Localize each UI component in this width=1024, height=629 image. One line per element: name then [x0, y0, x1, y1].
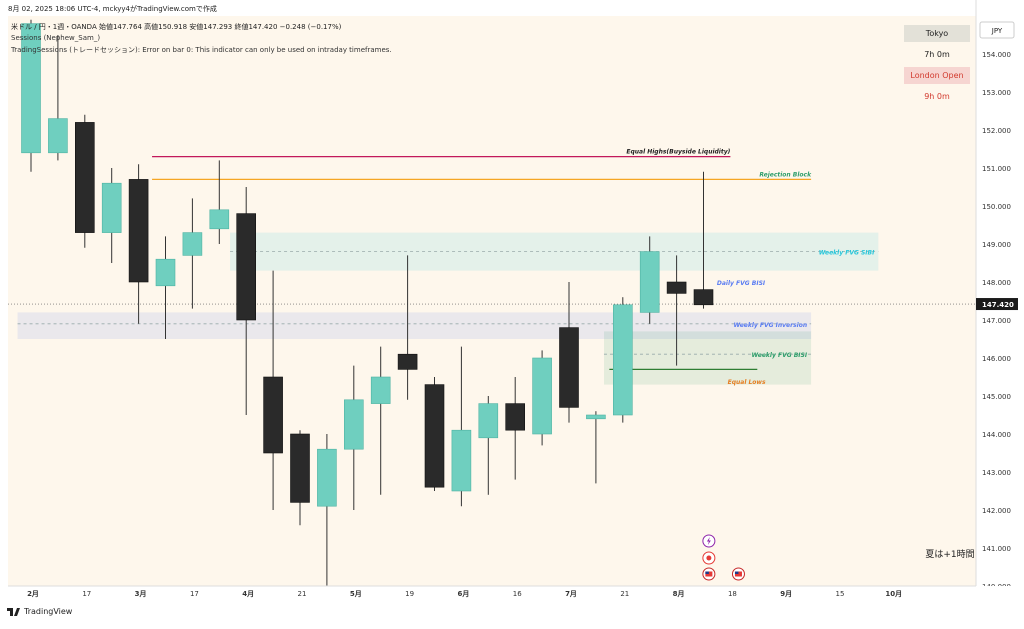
- x-tick-label: 4月: [242, 590, 254, 598]
- y-tick-label: 151.000: [982, 165, 1011, 173]
- candle-body[interactable]: [48, 118, 68, 154]
- lightning-bolt-icon: [706, 537, 711, 545]
- y-tick-label: 147.000: [982, 317, 1011, 325]
- x-tick-label: 17: [82, 590, 91, 598]
- symbol-ohlc-line[interactable]: 米ドル / 円・1週・OANDA 始値147.764 高値150.918 安値1…: [11, 23, 342, 31]
- annotation-label: Daily FVG BISI: [717, 280, 766, 287]
- candle-body[interactable]: [559, 327, 579, 408]
- price-axis-bg: [976, 0, 1024, 586]
- fvg-zone: [17, 312, 812, 339]
- current-price-badge: [976, 298, 1018, 311]
- economic-event-dot-icon: [706, 555, 712, 561]
- candle-body[interactable]: [586, 414, 606, 420]
- candle-body[interactable]: [397, 353, 418, 370]
- level-label: Rejection Block: [759, 171, 812, 178]
- candle-body[interactable]: [290, 433, 310, 503]
- x-tick-label: 17: [190, 590, 199, 598]
- x-tick-label: 21: [620, 590, 629, 598]
- x-tick-label: 15: [836, 590, 845, 598]
- candle-body[interactable]: [505, 403, 526, 431]
- x-tick-label: 10月: [885, 590, 902, 598]
- candle-body[interactable]: [182, 232, 203, 256]
- y-tick-label: 148.000: [982, 279, 1011, 287]
- y-tick-label: 141.000: [982, 545, 1011, 553]
- candle-body[interactable]: [666, 281, 687, 294]
- candle-body[interactable]: [263, 376, 283, 454]
- y-tick-label: 145.000: [982, 393, 1011, 401]
- currency-label[interactable]: JPY: [991, 27, 1003, 35]
- y-tick-label: 142.000: [982, 507, 1011, 515]
- london-session-time: 9h 0m: [924, 92, 950, 101]
- x-tick-label: 18: [728, 590, 737, 598]
- us-flag-canton-icon: [705, 571, 709, 574]
- time-axis-bg: [0, 586, 1024, 625]
- y-tick-label: 144.000: [982, 431, 1011, 439]
- zone-label: Weekly FVG Inversion: [733, 322, 807, 329]
- tradingview-logo-icon: [7, 607, 20, 616]
- zone-label: Weekly FVG BISI: [752, 352, 808, 359]
- plot-background: [8, 16, 976, 586]
- dst-note: 夏は+1時間: [925, 549, 974, 560]
- x-tick-label: 19: [405, 590, 414, 598]
- x-tick-label: 16: [513, 590, 522, 598]
- level-label: Equal Highs(Buyside Liquidity): [626, 149, 730, 156]
- indicator-tradingsessions-error[interactable]: TradingSessions (トレードセッション): Error on ba…: [11, 46, 392, 54]
- x-tick-label: 5月: [350, 590, 362, 598]
- candle-body[interactable]: [532, 357, 552, 435]
- sessions-panel: Tokyo 7h 0m London Open 9h 0m: [904, 25, 970, 101]
- y-tick-label: 154.000: [982, 51, 1011, 59]
- x-tick-label: 9月: [780, 590, 792, 598]
- y-tick-label: 143.000: [982, 469, 1011, 477]
- x-tick-label: 6月: [457, 590, 469, 598]
- candle-body[interactable]: [451, 429, 472, 492]
- y-tick-label: 153.000: [982, 89, 1011, 97]
- tokyo-session-label: Tokyo: [904, 25, 970, 42]
- candle-body[interactable]: [21, 23, 41, 154]
- candle-body[interactable]: [478, 403, 499, 439]
- candle-body[interactable]: [128, 179, 149, 283]
- chart-timestamp: 8月 02, 2025 18:06 UTC-4, mckyy4がTradingV…: [8, 5, 217, 13]
- x-tick-label: 8月: [673, 590, 685, 598]
- y-tick-label: 149.000: [982, 241, 1011, 249]
- y-tick-label: 152.000: [982, 127, 1011, 135]
- candle-body[interactable]: [209, 209, 230, 230]
- candle-body[interactable]: [343, 399, 364, 450]
- us-flag-canton-icon: [734, 571, 739, 574]
- y-tick-label: 146.000: [982, 355, 1011, 363]
- tradingview-footer[interactable]: TradingView: [7, 607, 72, 616]
- candle-body[interactable]: [612, 304, 633, 416]
- currency-box[interactable]: [979, 21, 1015, 39]
- candle-body[interactable]: [317, 448, 337, 507]
- x-tick-label: 3月: [135, 590, 147, 598]
- x-tick-label: 21: [298, 590, 307, 598]
- candle-body[interactable]: [424, 384, 445, 488]
- candle-body[interactable]: [370, 376, 391, 404]
- tokyo-session-time: 7h 0m: [924, 50, 950, 59]
- candle-body[interactable]: [639, 251, 660, 313]
- candle-body[interactable]: [236, 213, 256, 321]
- london-session-label: London Open: [904, 67, 970, 84]
- indicator-sessions-label[interactable]: Sessions (Nephew_Sam_): [11, 34, 101, 42]
- x-tick-label: 2月: [27, 590, 39, 598]
- current-price-label: 147.420: [982, 301, 1014, 309]
- candle-body[interactable]: [155, 258, 176, 287]
- x-tick-label: 7月: [565, 590, 577, 598]
- zone-label: Weekly FVG SIBI: [819, 250, 875, 257]
- candle-body[interactable]: [101, 182, 122, 233]
- tradingview-brand: TradingView: [24, 607, 73, 616]
- candle-body[interactable]: [75, 122, 95, 233]
- fvg-zone: [603, 331, 812, 385]
- annotation-label: Equal Lows: [728, 379, 766, 386]
- candle-body[interactable]: [693, 289, 714, 306]
- y-tick-label: 150.000: [982, 203, 1011, 211]
